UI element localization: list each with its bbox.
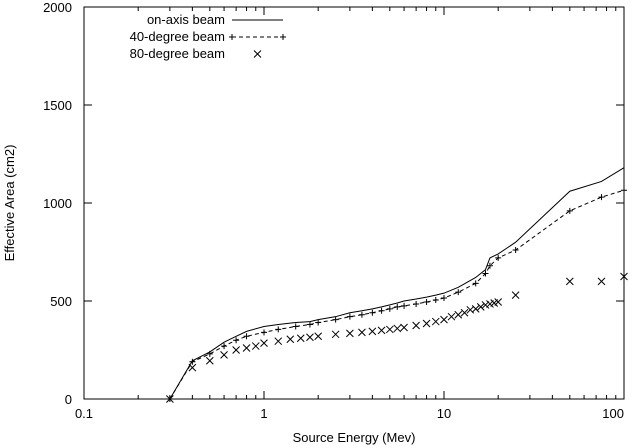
x-tick-label: 0.1 <box>75 406 93 421</box>
point-80-degree <box>166 395 174 403</box>
x-tick-label: 10 <box>437 406 451 421</box>
point-40-degree <box>394 303 401 310</box>
plot-frame <box>83 6 625 400</box>
point-80-degree <box>232 346 240 354</box>
point-40-degree <box>189 358 196 365</box>
point-40-degree <box>306 321 313 328</box>
point-40-degree <box>455 289 462 296</box>
point-80-degree <box>242 344 251 352</box>
point-40-degree <box>346 313 353 320</box>
y-axis-ticks: 0 500 1000 1500 2000 <box>43 0 624 407</box>
point-80-degree <box>358 328 366 337</box>
point-40-degree <box>369 309 376 316</box>
y-tick-label: 1500 <box>43 98 72 113</box>
point-40-degree <box>206 350 213 357</box>
point-40-degree <box>512 247 519 254</box>
point-40-degree <box>315 319 322 326</box>
point-80-degree <box>251 342 260 350</box>
legend-plus-mark <box>280 34 286 40</box>
point-80-degree <box>346 329 354 338</box>
point-40-degree <box>332 316 339 323</box>
point-80-degree <box>393 324 402 333</box>
point-80-degree <box>205 356 214 365</box>
point-80-degree <box>511 291 520 299</box>
point-80-degree <box>188 363 197 372</box>
point-80-degree <box>565 277 574 286</box>
point-80-degree <box>220 351 228 359</box>
point-40-degree <box>243 333 250 340</box>
point-40-degree <box>621 187 627 194</box>
point-80-degree <box>481 301 490 309</box>
point-40-degree <box>275 326 282 333</box>
point-40-degree <box>413 300 420 307</box>
point-80-degree <box>440 315 448 324</box>
point-40-degree <box>261 329 267 336</box>
x-axis-title: Source Energy (Mev) <box>293 430 416 445</box>
point-80-degree <box>400 323 408 332</box>
point-80-degree <box>385 325 394 334</box>
point-80-degree <box>447 312 456 321</box>
point-80-degree <box>260 339 268 347</box>
point-40-degree <box>221 343 228 350</box>
point-80-degree <box>296 334 305 343</box>
point-40-degree <box>401 302 408 309</box>
point-40-degree <box>358 311 365 318</box>
y-tick-label: 500 <box>50 294 72 309</box>
point-80-degree <box>286 335 295 344</box>
legend: on-axis beam 40-degree beam 80-degree beam <box>130 12 286 61</box>
point-40-degree <box>378 307 385 314</box>
point-80-degree <box>377 326 386 335</box>
point-80-degree <box>331 330 340 339</box>
point-40-degree <box>482 270 489 277</box>
legend-plus-mark <box>229 34 235 40</box>
series-on-axis-line <box>169 167 625 400</box>
point-80-degree <box>494 298 503 306</box>
point-80-degree <box>422 319 431 328</box>
point-40-degree <box>495 254 502 261</box>
point-80-degree <box>454 310 463 319</box>
y-tick-label: 1000 <box>43 196 72 211</box>
point-80-degree <box>476 303 485 311</box>
series-layer <box>166 167 628 403</box>
x-tick-label: 1 <box>260 406 267 421</box>
legend-label: 40-degree beam <box>130 29 225 44</box>
point-40-degree <box>472 280 479 287</box>
point-40-degree <box>432 297 439 304</box>
point-40-degree <box>292 323 299 330</box>
point-80-degree <box>597 277 606 286</box>
legend-label: 80-degree beam <box>130 46 225 61</box>
point-80-degree <box>314 332 323 341</box>
legend-x-mark <box>253 50 262 58</box>
series-40-degree-line <box>169 189 625 400</box>
y-tick-label: 0 <box>65 392 72 407</box>
legend-label: on-axis beam <box>147 12 225 27</box>
point-40-degree <box>566 207 573 214</box>
point-80-degree <box>471 304 480 313</box>
point-80-degree <box>620 272 628 281</box>
y-axis-title: Effective Area (cm2) <box>2 145 17 262</box>
point-80-degree <box>306 333 314 342</box>
point-80-degree <box>431 317 440 326</box>
point-40-degree <box>441 295 447 302</box>
x-tick-label: 100 <box>602 406 624 421</box>
point-80-degree <box>460 308 469 317</box>
point-40-degree <box>486 262 493 269</box>
point-40-degree <box>598 194 605 201</box>
x-axis-ticks: 0.1 1 10 100 <box>75 7 625 421</box>
y-tick-label: 2000 <box>43 0 72 15</box>
point-80-degree <box>274 337 283 346</box>
point-40-degree <box>233 337 240 344</box>
point-40-degree <box>423 298 430 305</box>
point-80-degree <box>412 321 420 330</box>
point-80-degree <box>368 327 377 336</box>
point-40-degree <box>386 305 393 312</box>
